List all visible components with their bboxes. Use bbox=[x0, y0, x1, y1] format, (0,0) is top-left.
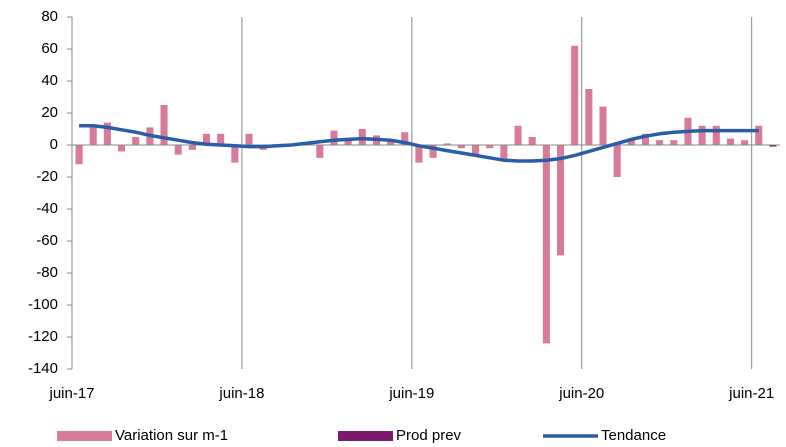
legend-label: Variation sur m-1 bbox=[115, 427, 228, 444]
bar bbox=[330, 130, 338, 145]
y-tick-label: -120 bbox=[28, 328, 58, 345]
bar bbox=[174, 145, 182, 155]
bar bbox=[472, 145, 480, 157]
x-tick-label: juin-19 bbox=[388, 385, 434, 402]
bar bbox=[89, 127, 97, 145]
bar bbox=[387, 140, 395, 145]
bar bbox=[528, 137, 536, 145]
bar bbox=[231, 145, 239, 163]
bar bbox=[542, 145, 550, 344]
bar bbox=[429, 145, 437, 158]
bar bbox=[698, 125, 706, 145]
legend-swatch bbox=[338, 431, 393, 441]
bar bbox=[401, 132, 409, 145]
bar bbox=[599, 106, 607, 145]
bar bbox=[160, 105, 168, 145]
y-tick-label: -140 bbox=[28, 360, 58, 377]
bar bbox=[726, 138, 734, 145]
bar bbox=[344, 138, 352, 145]
legend-swatch bbox=[57, 431, 112, 441]
bar bbox=[514, 125, 522, 145]
y-tick-label: -60 bbox=[36, 232, 58, 249]
bar bbox=[556, 145, 565, 256]
trend-line bbox=[79, 124, 759, 163]
bar bbox=[202, 133, 211, 145]
bar bbox=[486, 145, 494, 149]
y-tick-label: -20 bbox=[36, 168, 58, 185]
bar bbox=[571, 45, 579, 145]
bar bbox=[316, 145, 324, 158]
bar bbox=[755, 125, 763, 145]
bar bbox=[641, 133, 650, 145]
bar bbox=[457, 145, 465, 149]
bar bbox=[245, 133, 253, 145]
bar bbox=[712, 125, 720, 145]
bar bbox=[118, 145, 126, 152]
bar bbox=[585, 89, 593, 145]
bar bbox=[75, 145, 83, 165]
bar bbox=[613, 145, 621, 177]
bar bbox=[188, 145, 196, 150]
bar bbox=[670, 140, 678, 145]
y-tick-label: -40 bbox=[36, 200, 58, 217]
bar bbox=[415, 145, 423, 163]
bar bbox=[741, 140, 749, 145]
y-tick-label: 60 bbox=[41, 40, 58, 57]
x-tick-label: juin-21 bbox=[728, 385, 774, 402]
y-tick-label: 0 bbox=[50, 136, 58, 153]
bar bbox=[627, 138, 635, 145]
y-tick-label: 80 bbox=[41, 8, 58, 25]
x-tick-label: juin-20 bbox=[558, 385, 604, 402]
x-tick-label: juin-17 bbox=[48, 385, 94, 402]
legend-label: Tendance bbox=[601, 427, 666, 444]
bar bbox=[769, 145, 777, 147]
bar bbox=[103, 122, 111, 145]
legend-label: Prod prev bbox=[396, 427, 462, 444]
bar bbox=[132, 137, 140, 145]
x-tick-label: juin-18 bbox=[218, 385, 264, 402]
y-tick-label: 20 bbox=[41, 104, 58, 121]
bar bbox=[500, 145, 508, 160]
bar bbox=[443, 143, 451, 145]
bar bbox=[217, 133, 225, 145]
y-tick-label: -80 bbox=[36, 264, 58, 281]
y-tick-label: 40 bbox=[41, 72, 58, 89]
y-tick-label: -100 bbox=[28, 296, 58, 313]
bar bbox=[656, 140, 664, 145]
